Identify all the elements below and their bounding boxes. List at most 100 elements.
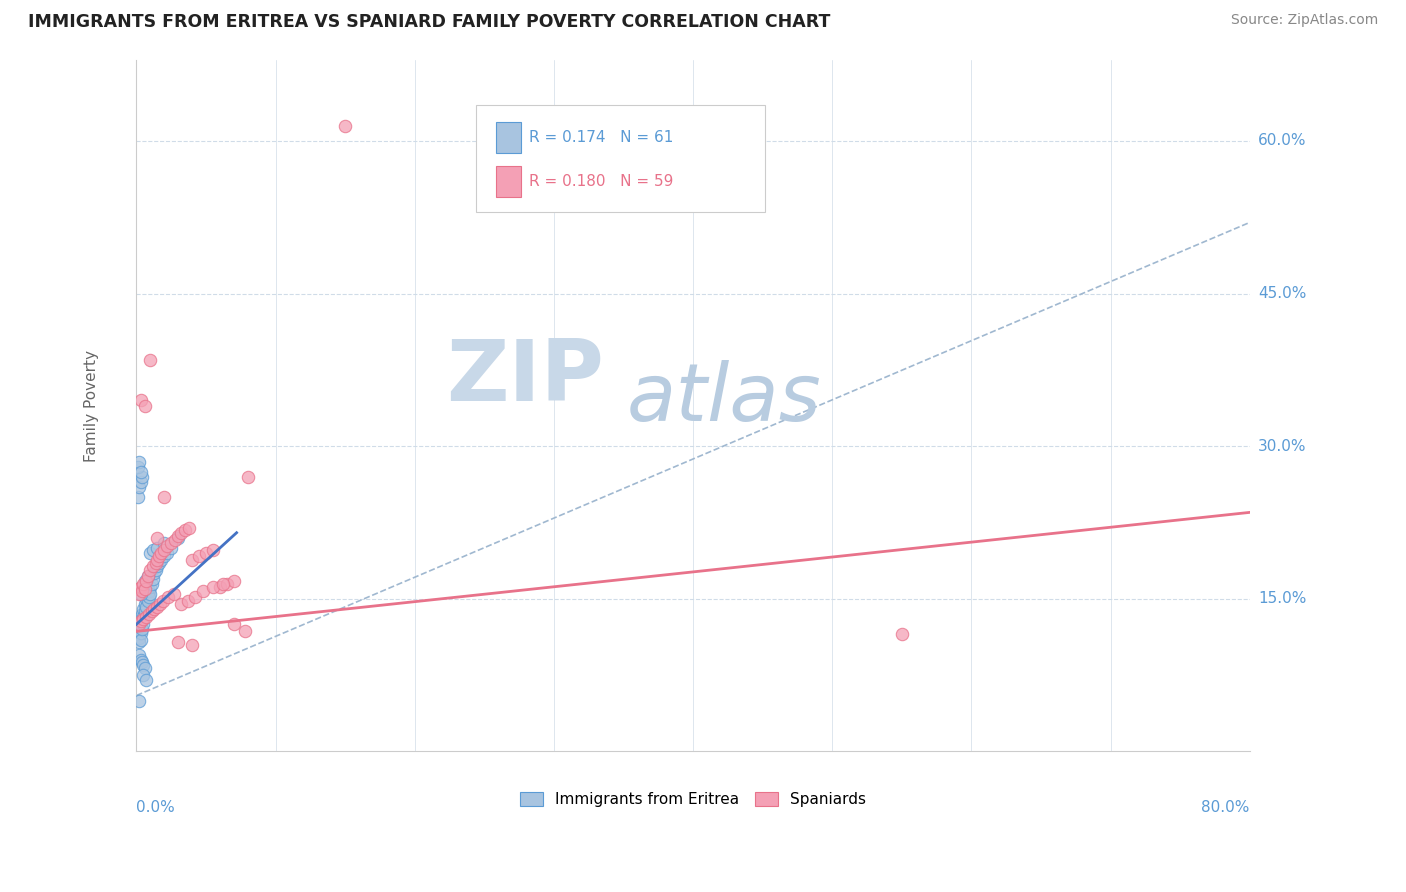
- Point: [136, 569, 159, 583]
- Point: [129, 393, 152, 408]
- Point: [170, 525, 193, 540]
- Text: 80.0%: 80.0%: [1202, 800, 1250, 815]
- Point: [128, 617, 150, 632]
- Point: [146, 599, 169, 614]
- Point: [134, 399, 156, 413]
- Point: [149, 597, 172, 611]
- Point: [211, 576, 233, 591]
- Point: [132, 617, 155, 632]
- Point: [129, 614, 152, 628]
- Text: Source: ZipAtlas.com: Source: ZipAtlas.com: [1230, 13, 1378, 28]
- Point: [135, 574, 157, 588]
- Point: [132, 610, 155, 624]
- Text: 30.0%: 30.0%: [1258, 439, 1306, 454]
- Point: [131, 614, 153, 628]
- Point: [194, 546, 217, 560]
- Point: [150, 553, 173, 567]
- Point: [134, 661, 156, 675]
- Point: [236, 469, 259, 483]
- Point: [128, 454, 150, 468]
- Point: [139, 563, 162, 577]
- Point: [153, 543, 176, 558]
- Text: 0.0%: 0.0%: [136, 800, 176, 815]
- Point: [134, 574, 156, 588]
- Point: [177, 594, 200, 608]
- Point: [143, 566, 166, 581]
- Point: [136, 594, 159, 608]
- Point: [134, 597, 156, 611]
- Point: [157, 590, 180, 604]
- Point: [131, 655, 153, 669]
- Point: [146, 531, 169, 545]
- Point: [131, 623, 153, 637]
- Point: [153, 536, 176, 550]
- Point: [129, 475, 152, 489]
- Text: 15.0%: 15.0%: [1258, 591, 1306, 607]
- Point: [135, 673, 157, 688]
- Point: [141, 576, 163, 591]
- Point: [163, 587, 186, 601]
- Point: [127, 490, 149, 504]
- Point: [145, 556, 167, 570]
- Point: [184, 590, 207, 604]
- Point: [128, 480, 150, 494]
- Point: [135, 599, 157, 614]
- FancyBboxPatch shape: [496, 166, 520, 197]
- Point: [129, 620, 152, 634]
- Point: [134, 582, 156, 596]
- Point: [181, 638, 204, 652]
- Point: [167, 531, 190, 545]
- Point: [165, 533, 187, 547]
- Point: [153, 490, 176, 504]
- Point: [131, 583, 153, 598]
- Point: [188, 549, 211, 563]
- Point: [167, 529, 190, 543]
- Point: [156, 539, 179, 553]
- Point: [193, 583, 215, 598]
- Point: [129, 626, 152, 640]
- Text: ZIP: ZIP: [446, 336, 605, 419]
- Point: [142, 572, 165, 586]
- Point: [141, 604, 163, 618]
- Point: [145, 563, 167, 577]
- Point: [181, 553, 204, 567]
- Point: [139, 546, 162, 560]
- Point: [132, 658, 155, 673]
- Point: [146, 541, 169, 555]
- Point: [132, 668, 155, 682]
- Point: [167, 634, 190, 648]
- Point: [333, 119, 356, 133]
- Point: [152, 594, 174, 608]
- Point: [132, 576, 155, 591]
- Point: [201, 543, 224, 558]
- Point: [138, 590, 160, 604]
- Text: Family Poverty: Family Poverty: [84, 350, 100, 461]
- Point: [139, 352, 162, 367]
- Point: [134, 604, 156, 618]
- Text: 45.0%: 45.0%: [1258, 286, 1306, 301]
- Point: [139, 580, 162, 594]
- Point: [146, 553, 169, 567]
- Point: [127, 623, 149, 637]
- Point: [215, 576, 238, 591]
- Point: [148, 549, 170, 563]
- Point: [890, 627, 912, 641]
- Point: [138, 583, 160, 598]
- Point: [136, 587, 159, 601]
- Point: [129, 465, 152, 479]
- Point: [131, 607, 153, 621]
- Point: [208, 580, 231, 594]
- Point: [132, 602, 155, 616]
- Point: [128, 634, 150, 648]
- Point: [160, 541, 183, 555]
- Point: [129, 580, 152, 594]
- Point: [129, 587, 152, 601]
- Point: [170, 597, 193, 611]
- Point: [222, 574, 245, 588]
- Point: [128, 648, 150, 662]
- Point: [222, 617, 245, 632]
- Point: [174, 523, 197, 537]
- Point: [142, 559, 165, 574]
- FancyBboxPatch shape: [496, 122, 520, 153]
- Text: atlas: atlas: [626, 359, 821, 438]
